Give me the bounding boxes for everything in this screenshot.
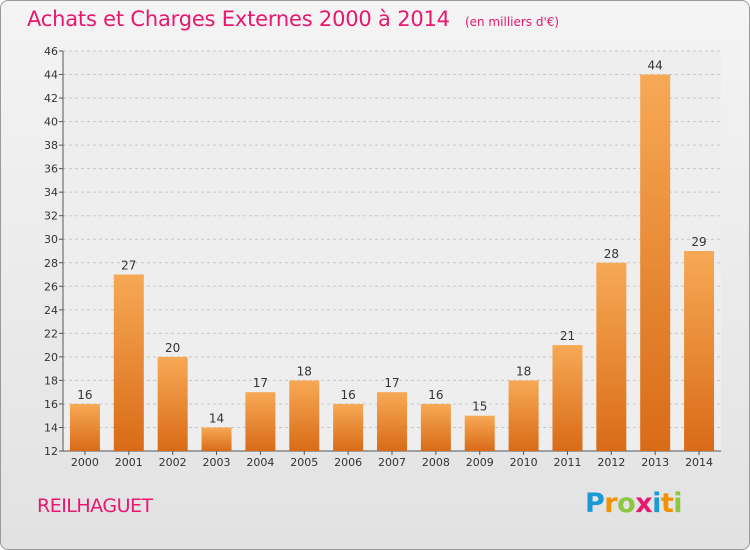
bar	[113, 274, 144, 451]
logo-letter: P	[585, 488, 605, 519]
bar	[684, 251, 715, 451]
data-label: 21	[560, 329, 575, 343]
x-tick-label: 2010	[510, 456, 538, 469]
y-tick-label: 12	[44, 445, 58, 458]
logo-letter: r	[604, 488, 618, 519]
bar	[201, 427, 232, 451]
bar	[552, 345, 583, 451]
y-tick-label: 34	[44, 186, 58, 199]
data-label: 16	[340, 388, 355, 402]
x-tick-label: 2012	[597, 456, 625, 469]
data-label: 17	[253, 376, 268, 390]
data-label: 20	[165, 341, 180, 355]
logo-letter: x	[635, 488, 653, 519]
data-label: 16	[77, 388, 92, 402]
bar	[333, 403, 364, 451]
title-block: Achats et Charges Externes 2000 à 2014 (…	[27, 7, 559, 31]
data-label: 16	[428, 388, 443, 402]
x-tick-label: 2006	[334, 456, 362, 469]
y-tick-label: 38	[44, 139, 58, 152]
x-tick-label: 2002	[159, 456, 187, 469]
y-tick-label: 36	[44, 163, 58, 176]
x-tick-label: 2011	[553, 456, 581, 469]
y-tick-label: 28	[44, 257, 58, 270]
data-label: 15	[472, 400, 487, 414]
data-label: 18	[516, 364, 531, 378]
y-tick-label: 44	[44, 69, 58, 82]
y-tick-label: 30	[44, 233, 58, 246]
bar	[157, 356, 188, 451]
x-tick-label: 2003	[203, 456, 231, 469]
data-label: 28	[604, 247, 619, 261]
bar	[377, 392, 407, 451]
location-label: REILHAGUET	[37, 495, 153, 517]
data-label: 14	[209, 411, 224, 425]
x-tick-label: 2013	[641, 456, 669, 469]
y-tick-label: 26	[44, 280, 58, 293]
bar	[508, 380, 539, 451]
y-tick-label: 42	[44, 92, 58, 105]
proxiti-logo: Proxiti	[585, 488, 683, 519]
y-tick-label: 40	[44, 116, 58, 129]
logo-letter: o	[617, 488, 636, 519]
x-tick-label: 2004	[246, 456, 274, 469]
y-tick-label: 24	[44, 304, 58, 317]
logo-letter: i	[673, 488, 683, 519]
x-tick-label: 2008	[422, 456, 450, 469]
x-tick-label: 2001	[115, 456, 143, 469]
y-tick-label: 20	[44, 351, 58, 364]
logo-letter: t	[660, 488, 674, 519]
bar	[596, 262, 627, 451]
data-label: 27	[121, 259, 136, 273]
x-tick-label: 2009	[466, 456, 494, 469]
x-tick-label: 2014	[685, 456, 713, 469]
y-tick-label: 32	[44, 210, 58, 223]
data-label: 29	[691, 235, 706, 249]
bar	[464, 415, 495, 451]
bar	[289, 380, 320, 451]
bar	[245, 392, 276, 451]
x-tick-label: 2000	[71, 456, 99, 469]
data-label: 17	[384, 376, 399, 390]
y-tick-label: 14	[44, 421, 58, 434]
chart-title: Achats et Charges Externes 2000 à 2014	[27, 7, 450, 31]
y-tick-label: 22	[44, 327, 58, 340]
chart-subtitle: (en milliers d'€)	[464, 15, 560, 29]
y-tick-label: 18	[44, 374, 58, 387]
data-label: 18	[297, 364, 312, 378]
bar	[420, 403, 451, 451]
bar	[69, 403, 100, 451]
y-tick-label: 16	[44, 398, 58, 411]
bar	[640, 74, 671, 451]
x-tick-label: 2007	[378, 456, 406, 469]
data-label: 44	[648, 59, 663, 73]
logo-letter: i	[652, 488, 661, 519]
y-tick-label: 46	[44, 45, 58, 58]
x-tick-label: 2005	[290, 456, 318, 469]
